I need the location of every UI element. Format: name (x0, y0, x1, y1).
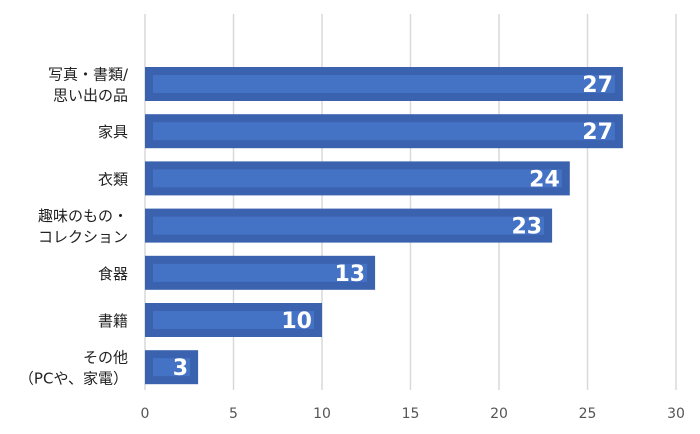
category-label: その他 (83, 349, 128, 367)
category-label: 書籍 (98, 312, 128, 330)
category-label: 趣味のもの・ (38, 207, 128, 225)
category-label: 食器 (98, 265, 128, 283)
data-label: 3 (173, 356, 188, 381)
category-label: コレクション (38, 228, 128, 246)
category-label: 家具 (98, 123, 128, 141)
data-label: 13 (334, 262, 365, 287)
bar-highlight (153, 75, 615, 93)
bar-highlight (153, 216, 545, 235)
data-label: 27 (582, 73, 613, 98)
x-tick-label: 10 (313, 406, 331, 422)
category-label: 写真・書類/ (48, 66, 129, 84)
category-label: 思い出の品 (53, 87, 128, 105)
bar-highlight (153, 263, 368, 282)
category-label: （PCや、家電） (19, 370, 128, 388)
x-tick-label: 15 (402, 406, 420, 422)
data-label: 10 (281, 309, 312, 334)
x-tick-label: 25 (579, 406, 597, 422)
bar-highlight (153, 122, 615, 141)
x-tick-label: 30 (667, 406, 685, 422)
x-tick-label: 0 (141, 406, 150, 422)
data-label: 27 (582, 120, 613, 145)
bar-highlight (153, 169, 562, 188)
bar-highlight (153, 311, 314, 329)
data-label: 23 (511, 215, 542, 240)
category-label: 衣類 (98, 170, 128, 188)
x-tick-label: 20 (490, 406, 508, 422)
data-label: 24 (529, 167, 560, 192)
bar-highlight (153, 358, 191, 377)
x-tick-label: 5 (229, 406, 238, 422)
